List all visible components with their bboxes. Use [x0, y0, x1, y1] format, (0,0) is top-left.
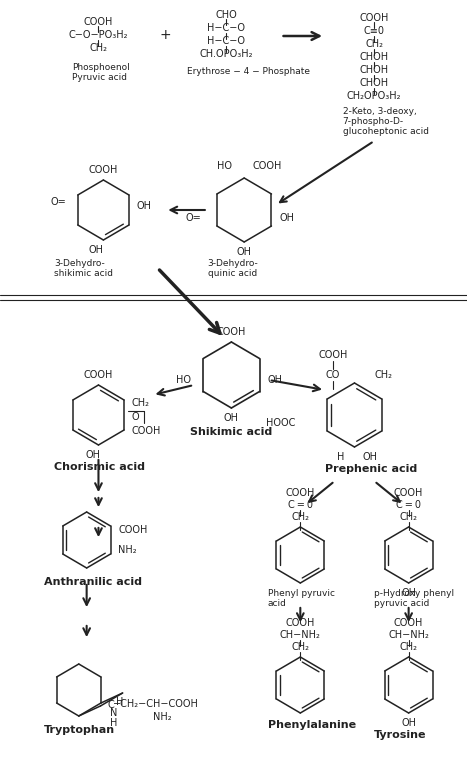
Text: COOH: COOH — [252, 161, 282, 171]
Text: Phenyl pyruvic: Phenyl pyruvic — [268, 588, 335, 598]
Text: COOH: COOH — [84, 17, 113, 27]
Text: OH: OH — [401, 718, 416, 728]
Text: quinic acid: quinic acid — [208, 269, 257, 279]
Text: H−C−O: H−C−O — [208, 36, 246, 46]
Text: 7-phospho-D-: 7-phospho-D- — [343, 118, 404, 126]
Text: NH₂: NH₂ — [153, 712, 171, 722]
Text: CO: CO — [326, 370, 340, 380]
Text: CHOH: CHOH — [360, 52, 389, 62]
Text: 3-Dehydro-: 3-Dehydro- — [54, 259, 105, 268]
Text: glucoheptonic acid: glucoheptonic acid — [343, 128, 428, 136]
Text: CH₂OPO₃H₂: CH₂OPO₃H₂ — [347, 91, 401, 101]
Text: acid: acid — [268, 600, 287, 608]
Text: Phenylalanine: Phenylalanine — [268, 720, 356, 730]
Text: COOH: COOH — [359, 13, 389, 23]
Text: CH₂: CH₂ — [365, 39, 383, 49]
Text: p-Hydroxy phenyl: p-Hydroxy phenyl — [374, 588, 454, 598]
Text: CH−NH₂: CH−NH₂ — [388, 630, 429, 640]
Text: CH₂: CH₂ — [292, 512, 310, 522]
Text: CH₂: CH₂ — [400, 512, 418, 522]
Text: Pyruvic acid: Pyruvic acid — [72, 74, 127, 83]
Text: OH: OH — [401, 588, 416, 598]
Text: COOH: COOH — [318, 350, 347, 360]
Text: CHO: CHO — [216, 10, 237, 20]
Text: CH₂: CH₂ — [132, 398, 150, 408]
Text: CH₂: CH₂ — [292, 642, 310, 652]
Text: 2-Keto, 3-deoxy,: 2-Keto, 3-deoxy, — [343, 108, 416, 117]
Text: CH−NH₂: CH−NH₂ — [280, 630, 321, 640]
Text: COOH: COOH — [394, 488, 423, 498]
Text: OH: OH — [280, 213, 295, 223]
Text: Prephenic acid: Prephenic acid — [325, 464, 417, 474]
Text: COOH: COOH — [118, 525, 147, 535]
Text: COOH: COOH — [394, 618, 423, 628]
Text: shikimic acid: shikimic acid — [54, 269, 113, 278]
Text: CH.OPO₃H₂: CH.OPO₃H₂ — [200, 49, 253, 59]
Text: NH₂: NH₂ — [118, 545, 137, 555]
Text: C: C — [108, 700, 114, 711]
Text: OH: OH — [237, 247, 252, 257]
Text: 3-Dehydro-: 3-Dehydro- — [207, 259, 258, 269]
Text: CH₂: CH₂ — [374, 370, 392, 380]
Text: OH: OH — [268, 375, 283, 385]
Text: COOH: COOH — [286, 618, 315, 628]
Text: COOH: COOH — [84, 370, 113, 380]
Text: N: N — [110, 708, 117, 718]
Text: C−O−PO₃H₂: C−O−PO₃H₂ — [69, 30, 128, 40]
Text: +: + — [160, 28, 171, 42]
Text: H: H — [116, 697, 123, 707]
Text: Anthranilic acid: Anthranilic acid — [44, 577, 142, 587]
Text: O: O — [132, 412, 139, 422]
Text: H−C−O: H−C−O — [208, 23, 246, 33]
Text: CH₂: CH₂ — [90, 43, 108, 53]
Text: O=: O= — [50, 197, 66, 207]
Text: HOOC: HOOC — [266, 418, 295, 428]
Text: COOH: COOH — [132, 426, 161, 436]
Text: COOH: COOH — [286, 488, 315, 498]
Text: OH: OH — [137, 201, 152, 211]
Text: Shikimic acid: Shikimic acid — [190, 427, 273, 437]
Text: COOH: COOH — [217, 327, 246, 337]
Text: HO: HO — [176, 375, 191, 385]
Text: OH: OH — [85, 450, 100, 460]
Text: OH: OH — [362, 452, 377, 462]
Text: C≡0: C≡0 — [364, 26, 385, 36]
Text: CHOH: CHOH — [360, 78, 389, 88]
Text: C = 0: C = 0 — [396, 500, 421, 510]
Text: pyruvic acid: pyruvic acid — [374, 600, 429, 608]
Text: OH: OH — [224, 413, 239, 423]
Text: C = 0: C = 0 — [288, 500, 313, 510]
Text: O=: O= — [185, 213, 201, 223]
Text: OH: OH — [88, 245, 103, 255]
Text: H: H — [110, 718, 117, 728]
Text: Erythrose − 4 − Phosphate: Erythrose − 4 − Phosphate — [187, 67, 310, 77]
Text: HO: HO — [218, 161, 232, 171]
Text: CH₂: CH₂ — [400, 642, 418, 652]
Text: Tryptophan: Tryptophan — [44, 725, 116, 735]
Text: Chorismic acid: Chorismic acid — [54, 462, 145, 472]
Text: Phosphoenol: Phosphoenol — [72, 63, 129, 71]
Text: COOH: COOH — [89, 165, 118, 175]
Text: −CH₂−CH−COOH: −CH₂−CH−COOH — [113, 699, 199, 709]
Text: H: H — [337, 452, 345, 462]
Text: Tyrosine: Tyrosine — [374, 730, 427, 740]
Text: CHOH: CHOH — [360, 65, 389, 75]
